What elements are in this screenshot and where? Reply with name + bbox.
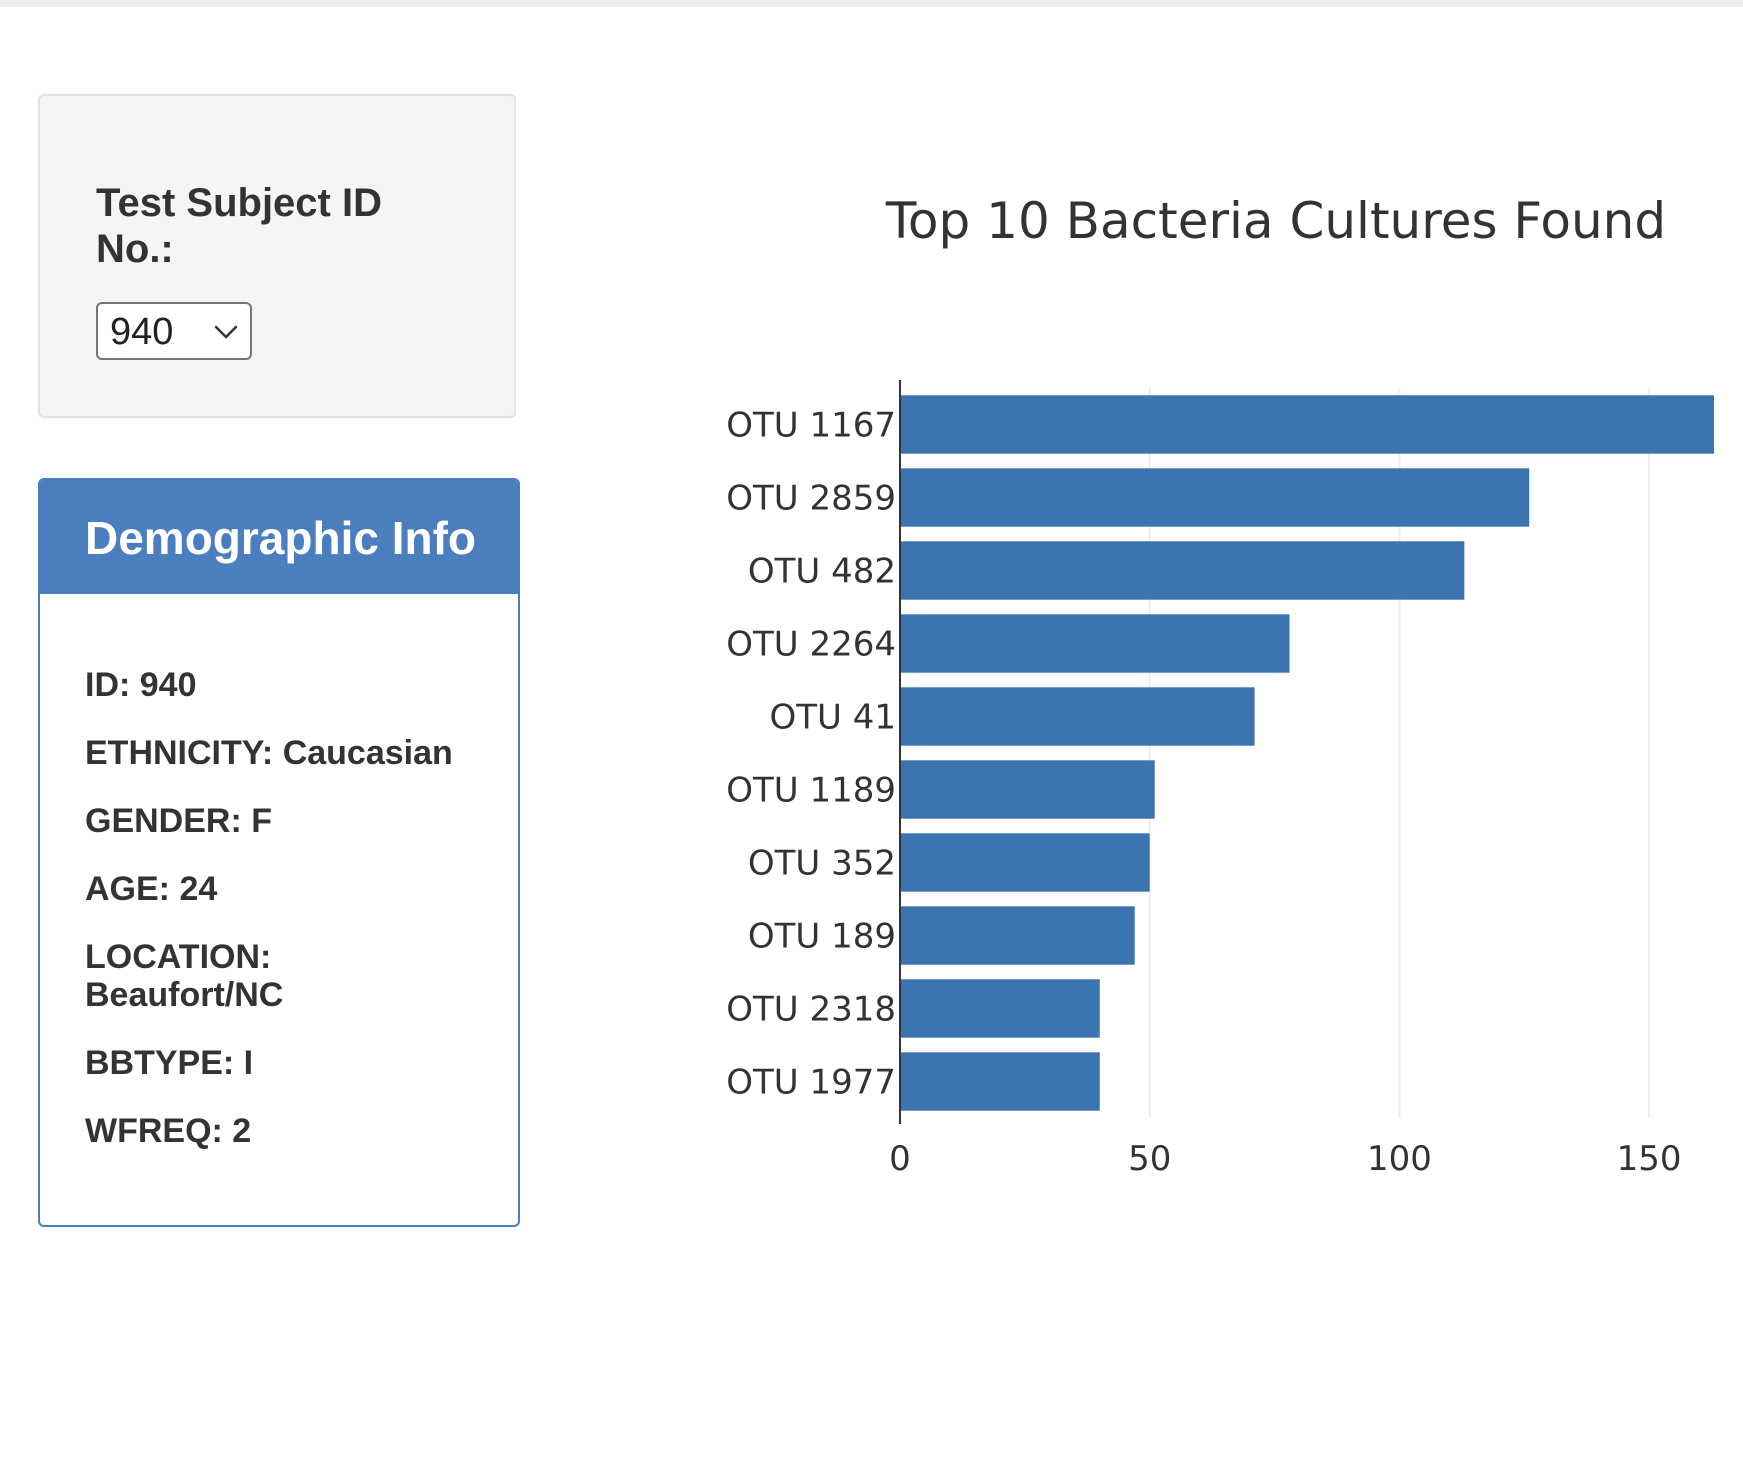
y-tick-label: OTU 2318 [726, 990, 896, 1030]
y-tick-label: OTU 2264 [726, 625, 896, 665]
bar-otu-1977[interactable] [900, 1052, 1100, 1111]
bars [900, 395, 1715, 1111]
y-tick-label: OTU 482 [748, 552, 896, 592]
y-tick-labels: OTU 1167 OTU 2859 OTU 482 OTU 2264 OTU 41 OTU… [726, 406, 896, 1103]
subject-id-selected-value: 940 [110, 311, 174, 353]
panel-title: Demographic Info [85, 512, 477, 564]
x-tick-labels: 0 50 100 150 [889, 1139, 1681, 1179]
bar-otu-482[interactable] [900, 541, 1465, 600]
x-tick-label: 0 [889, 1139, 911, 1179]
chevron-down-icon [214, 325, 238, 339]
info-id: ID: 940 [85, 666, 197, 704]
y-tick-label: OTU 1189 [726, 771, 896, 811]
y-tick-label: OTU 1167 [726, 406, 896, 446]
info-gender: GENDER: F [85, 802, 272, 840]
info-bbtype: BBTYPE: I [85, 1044, 254, 1082]
y-tick-label: OTU 41 [770, 698, 897, 738]
bar-otu-352[interactable] [900, 833, 1150, 892]
bar-otu-1189[interactable] [900, 760, 1155, 819]
info-wfreq: WFREQ: 2 [85, 1112, 252, 1150]
bar-otu-2318[interactable] [900, 979, 1100, 1038]
info-location: LOCATION: Beaufort/NC [85, 938, 284, 1014]
bar-otu-2264[interactable] [900, 614, 1290, 673]
y-tick-label: OTU 1977 [726, 1063, 896, 1103]
chart-title: Top 10 Bacteria Cultures Found [885, 192, 1666, 250]
bar-otu-2859[interactable] [900, 468, 1530, 527]
subject-id-select[interactable]: 940 [96, 302, 252, 360]
bar-otu-1167[interactable] [900, 395, 1715, 454]
subject-selector-well: Test Subject ID No.: 940 [38, 94, 516, 418]
y-tick-label: OTU 352 [748, 844, 896, 884]
top-strip [0, 0, 1743, 7]
bar-chart-svg: Top 10 Bacteria Cultures Found OTU 1167O… [726, 192, 1715, 1179]
y-tick-label: OTU 189 [748, 917, 896, 957]
panel-heading: Demographic Info [40, 480, 518, 594]
info-age: AGE: 24 [85, 870, 218, 908]
y-tick-label: OTU 2859 [726, 479, 896, 519]
bar-otu-189[interactable] [900, 906, 1135, 965]
subject-id-label: Test Subject ID No.: [96, 181, 382, 271]
x-tick-label: 50 [1128, 1139, 1171, 1179]
demographic-info-panel: Demographic Info ID: 940 ETHNICITY: Cauc… [38, 478, 520, 1227]
bar-otu-41[interactable] [900, 687, 1255, 746]
bar-chart: Top 10 Bacteria Cultures Found OTU 1167 O… [620, 150, 1743, 1200]
info-ethnicity: ETHNICITY: Caucasian [85, 734, 453, 772]
x-tick-label: 100 [1367, 1139, 1432, 1179]
x-tick-label: 150 [1617, 1139, 1682, 1179]
